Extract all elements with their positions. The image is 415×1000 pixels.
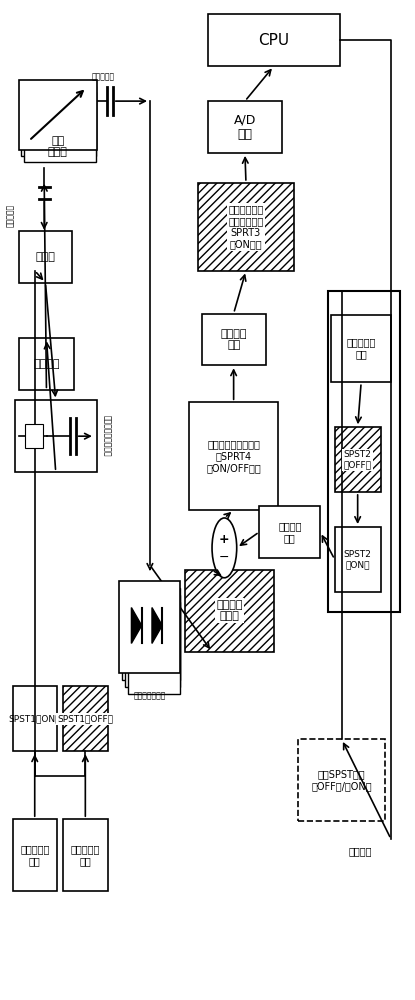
Bar <box>189 402 278 510</box>
Bar <box>63 686 107 751</box>
Text: 油位
传感器: 油位 传感器 <box>48 136 68 157</box>
Bar <box>15 400 97 472</box>
Text: 积分放大
电路: 积分放大 电路 <box>220 329 247 350</box>
Text: 多通道采
集控制: 多通道采 集控制 <box>216 600 243 621</box>
Bar <box>328 291 400 612</box>
Text: +: + <box>219 533 229 546</box>
Text: 防护电路: 防护电路 <box>33 359 60 369</box>
Text: 前分布电容: 前分布电容 <box>6 204 15 227</box>
Text: 后分布电容: 后分布电容 <box>91 72 115 81</box>
Bar <box>331 315 391 382</box>
Text: 激励端抑制电容电路: 激励端抑制电容电路 <box>102 415 111 457</box>
Text: SPST1（ON）: SPST1（ON） <box>8 714 61 723</box>
Bar <box>198 183 294 271</box>
Text: SPST1（OFF）: SPST1（OFF） <box>57 714 113 723</box>
Bar <box>12 819 57 891</box>
Text: 驱动器: 驱动器 <box>36 252 55 262</box>
Bar <box>334 527 381 592</box>
Bar <box>185 570 274 652</box>
Text: 第二基准电
压源: 第二基准电 压源 <box>71 844 100 866</box>
Text: 精密参考
电容: 精密参考 电容 <box>278 521 302 543</box>
Bar <box>19 338 74 390</box>
Text: −: − <box>219 551 229 564</box>
Bar <box>19 80 97 150</box>
Bar <box>25 424 44 448</box>
Text: 电流转换为电压（内
有SPRT4
（ON/OFF））: 电流转换为电压（内 有SPRT4 （ON/OFF）） <box>206 440 261 473</box>
Text: 频率输出: 频率输出 <box>348 846 372 856</box>
Text: CPU: CPU <box>258 33 289 48</box>
Bar <box>208 14 339 66</box>
Text: SPST2
（ON）: SPST2 （ON） <box>344 550 371 569</box>
Text: SPST2
（OFF）: SPST2 （OFF） <box>344 450 372 469</box>
Bar <box>63 819 107 891</box>
Text: 第一基准电
压源: 第一基准电 压源 <box>20 844 49 866</box>
Bar <box>24 92 96 162</box>
Bar <box>208 101 282 153</box>
Bar <box>125 595 181 687</box>
Text: 所有SPST开关
（OFF）/（ON）: 所有SPST开关 （OFF）/（ON） <box>311 769 372 791</box>
Bar <box>298 739 385 821</box>
Bar <box>259 506 320 558</box>
Bar <box>120 581 181 673</box>
Circle shape <box>212 518 237 578</box>
Polygon shape <box>132 608 142 643</box>
Text: 采样保持和滤
波电路（内有
SPRT3
（ON））: 采样保持和滤 波电路（内有 SPRT3 （ON）） <box>228 204 264 249</box>
Bar <box>19 231 72 283</box>
Bar <box>122 588 181 680</box>
Bar <box>128 602 181 694</box>
Bar <box>12 686 57 751</box>
Text: 采集端保护电路: 采集端保护电路 <box>134 691 166 700</box>
Bar <box>202 314 266 365</box>
Bar <box>21 86 96 156</box>
Text: A/D
采集: A/D 采集 <box>234 113 256 141</box>
Polygon shape <box>152 608 162 643</box>
Bar <box>334 427 381 492</box>
Text: 第三基准电
压源: 第三基准电 压源 <box>347 338 376 359</box>
